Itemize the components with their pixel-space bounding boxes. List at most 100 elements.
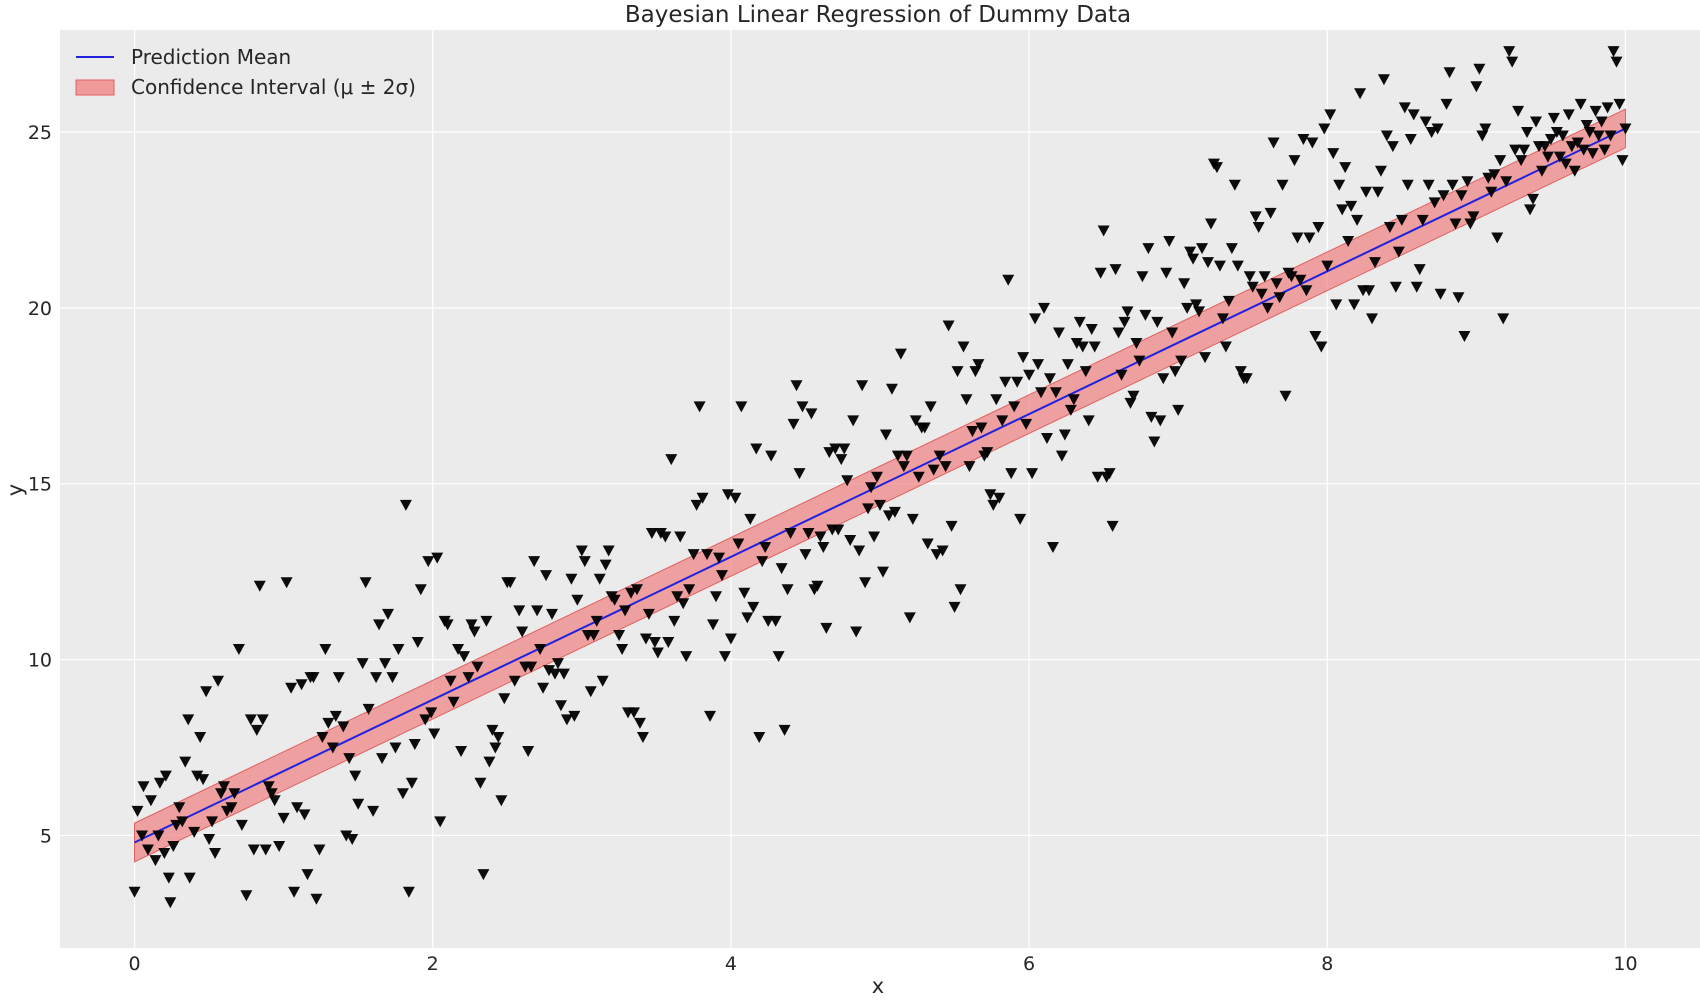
data-point: [1190, 299, 1203, 311]
data-point: [551, 658, 564, 670]
data-point: [1166, 327, 1179, 339]
data-point: [613, 629, 626, 641]
data-point: [1181, 302, 1194, 314]
data-point: [405, 777, 418, 789]
data-point: [1014, 513, 1027, 525]
data-point: [1264, 207, 1277, 219]
data-point: [414, 584, 427, 596]
data-point: [411, 637, 424, 648]
data-point: [853, 545, 866, 557]
data-point: [769, 615, 782, 627]
data-point: [707, 619, 720, 631]
data-point: [665, 454, 678, 466]
data-point: [528, 556, 541, 568]
y-axis-label: y: [3, 484, 27, 496]
data-point: [696, 492, 709, 504]
data-point: [1583, 127, 1596, 138]
data-point: [793, 468, 806, 480]
data-point: [1073, 316, 1086, 328]
data-point: [1023, 369, 1036, 381]
data-point: [628, 707, 640, 719]
data-point: [1202, 257, 1214, 269]
data-point: [1368, 257, 1381, 269]
chart-title: Bayesian Linear Regression of Dummy Data: [625, 2, 1131, 28]
data-point: [781, 584, 794, 596]
data-point: [422, 556, 435, 568]
data-point: [903, 612, 916, 624]
data-point: [288, 886, 301, 898]
x-tick-label: 10: [1613, 953, 1637, 975]
data-point: [1595, 116, 1608, 128]
data-point: [805, 408, 818, 420]
data-point: [835, 454, 848, 466]
data-point: [633, 717, 646, 729]
data-point: [1002, 274, 1015, 286]
data-point: [990, 394, 1003, 406]
data-point: [508, 675, 521, 687]
data-point: [1509, 144, 1522, 156]
data-point: [1169, 366, 1182, 378]
data-point: [1407, 109, 1420, 121]
data-point: [322, 717, 335, 729]
data-point: [182, 714, 195, 726]
data-point: [1234, 366, 1247, 378]
legend-label-mean: Prediction Mean: [131, 45, 291, 69]
data-point: [137, 781, 150, 793]
data-point: [1064, 404, 1077, 416]
data-point: [721, 489, 734, 501]
data-point: [183, 872, 196, 884]
data-point: [203, 833, 216, 845]
data-point: [1127, 390, 1140, 402]
data-point: [927, 464, 940, 476]
data-point: [778, 724, 791, 736]
data-point: [1240, 373, 1253, 385]
data-point: [1455, 190, 1468, 202]
data-point: [1255, 288, 1268, 300]
data-point: [498, 693, 511, 705]
data-point: [531, 605, 544, 617]
data-point: [862, 503, 875, 515]
data-point: [225, 802, 238, 814]
data-point: [1321, 260, 1334, 272]
data-point: [557, 668, 570, 680]
data-point: [444, 675, 457, 687]
data-point: [471, 661, 484, 673]
grid-lines: [60, 30, 1700, 948]
data-point: [164, 897, 177, 909]
data-point: [838, 443, 851, 455]
data-point: [240, 890, 253, 902]
data-point: [419, 714, 432, 726]
data-point: [1586, 148, 1599, 160]
data-point: [253, 580, 266, 592]
data-point: [516, 626, 529, 638]
data-point: [259, 844, 272, 856]
data-point: [218, 781, 230, 793]
data-point: [1210, 162, 1223, 174]
data-point: [975, 422, 988, 434]
data-point: [841, 475, 854, 487]
data-point: [1571, 137, 1584, 149]
data-point: [1488, 169, 1501, 181]
data-point: [1482, 172, 1495, 184]
data-point: [468, 626, 481, 638]
data-point: [718, 651, 731, 663]
data-point: [170, 819, 183, 831]
data-point: [651, 647, 664, 659]
data-point: [1360, 186, 1373, 198]
data-point: [1112, 327, 1125, 339]
data-point: [662, 637, 675, 648]
data-point: [173, 802, 186, 814]
data-point: [683, 584, 696, 596]
data-point: [729, 492, 742, 504]
data-point: [1342, 236, 1355, 248]
data-point: [477, 869, 490, 881]
data-point: [537, 682, 550, 694]
data-point: [871, 471, 884, 483]
x-tick-label: 6: [1023, 953, 1035, 975]
data-point: [1303, 232, 1316, 244]
data-point: [492, 731, 505, 743]
data-point: [984, 489, 997, 501]
data-point: [1151, 316, 1164, 328]
data-point: [885, 383, 898, 395]
data-point: [1312, 221, 1325, 233]
